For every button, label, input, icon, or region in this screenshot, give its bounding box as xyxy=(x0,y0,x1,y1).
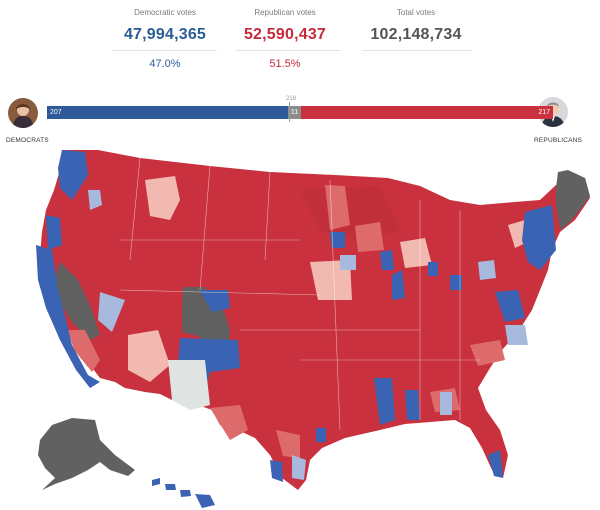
blue-or xyxy=(46,215,62,250)
blue-mi-detroit xyxy=(428,262,438,276)
total-votes-value: 102,148,734 xyxy=(370,26,462,43)
hawaii-island-3 xyxy=(180,490,191,497)
dem-avatar-icon xyxy=(8,98,38,128)
rep-seat-count: 217 xyxy=(538,109,550,116)
light-blue-or xyxy=(88,190,102,210)
republican-votes-label: Republican votes xyxy=(254,8,316,17)
light-red-mt xyxy=(145,176,180,220)
blue-wa xyxy=(58,150,88,200)
total-votes-label: Total votes xyxy=(396,8,436,17)
mid-red-tx2 xyxy=(276,430,300,458)
mid-red-nc xyxy=(470,340,505,366)
hawaii-island-2 xyxy=(165,484,176,490)
blue-ne-corridor xyxy=(522,205,556,270)
alaska-shape xyxy=(38,418,135,490)
democratic-votes-label: Democratic votes xyxy=(134,8,196,17)
republicans-label: REPUBLICANS xyxy=(534,137,583,144)
lightgray-district-az xyxy=(168,360,210,410)
blue-tx-border xyxy=(270,460,283,482)
blue-ca xyxy=(36,245,100,388)
light-blue-ga xyxy=(440,392,452,415)
blue-co xyxy=(200,290,230,312)
light-blue-ia xyxy=(340,255,356,270)
democratic-percent: 47.0% xyxy=(149,58,181,70)
rep-seat-segment: 217 xyxy=(301,106,553,119)
democrats-label: DEMOCRATS xyxy=(6,137,49,144)
seat-bar: 207 11 217 xyxy=(47,106,553,119)
light-blue-tx xyxy=(292,455,306,480)
light-blue-pa xyxy=(478,260,496,280)
total-votes-block: Total votes 102,148,734 xyxy=(356,0,476,44)
blue-fl xyxy=(488,450,503,478)
separator-total xyxy=(362,50,472,51)
dem-seat-segment: 207 xyxy=(47,106,288,119)
district-boundaries xyxy=(119,157,480,431)
blue-il-chicago xyxy=(380,250,394,270)
undecided-seat-count: 11 xyxy=(290,109,299,116)
light-red-az xyxy=(128,330,170,382)
light-blue-nv xyxy=(98,292,125,332)
blue-va-md xyxy=(495,290,525,322)
hawaii-island-4 xyxy=(195,494,215,508)
blue-il xyxy=(392,270,405,300)
gray-district-ut xyxy=(182,287,230,346)
light-red-mi xyxy=(400,238,432,268)
republican-votes-block: Republican votes 52,590,437 51.5% xyxy=(225,0,345,70)
democratic-votes-value: 47,994,365 xyxy=(123,26,207,43)
blue-tx-houston xyxy=(316,428,326,442)
gray-district-nv xyxy=(55,262,100,340)
blue-ms xyxy=(374,378,395,425)
separator-dem xyxy=(112,50,217,51)
us-district-map xyxy=(36,150,590,508)
gray-district-maine xyxy=(556,170,590,230)
republican-votes-value: 52,590,437 xyxy=(243,26,327,43)
mid-red-wi xyxy=(355,222,384,252)
light-blue-va xyxy=(505,325,528,345)
majority-label: 218 xyxy=(286,96,297,102)
blue-mn xyxy=(330,232,345,248)
dem-seat-count: 207 xyxy=(50,109,62,116)
mid-red-tx xyxy=(210,405,248,440)
republican-percent: 51.5% xyxy=(269,58,301,70)
democratic-votes-block: Democratic votes 47,994,365 47.0% xyxy=(105,0,225,70)
blue-al xyxy=(405,390,420,420)
mid-red-ca xyxy=(68,330,100,372)
undecided-seat-segment: 11 xyxy=(288,106,301,119)
separator-rep xyxy=(236,50,341,51)
majority-marker xyxy=(289,102,290,122)
blue-ohio xyxy=(450,275,462,290)
hawaii-island-1 xyxy=(152,478,160,486)
